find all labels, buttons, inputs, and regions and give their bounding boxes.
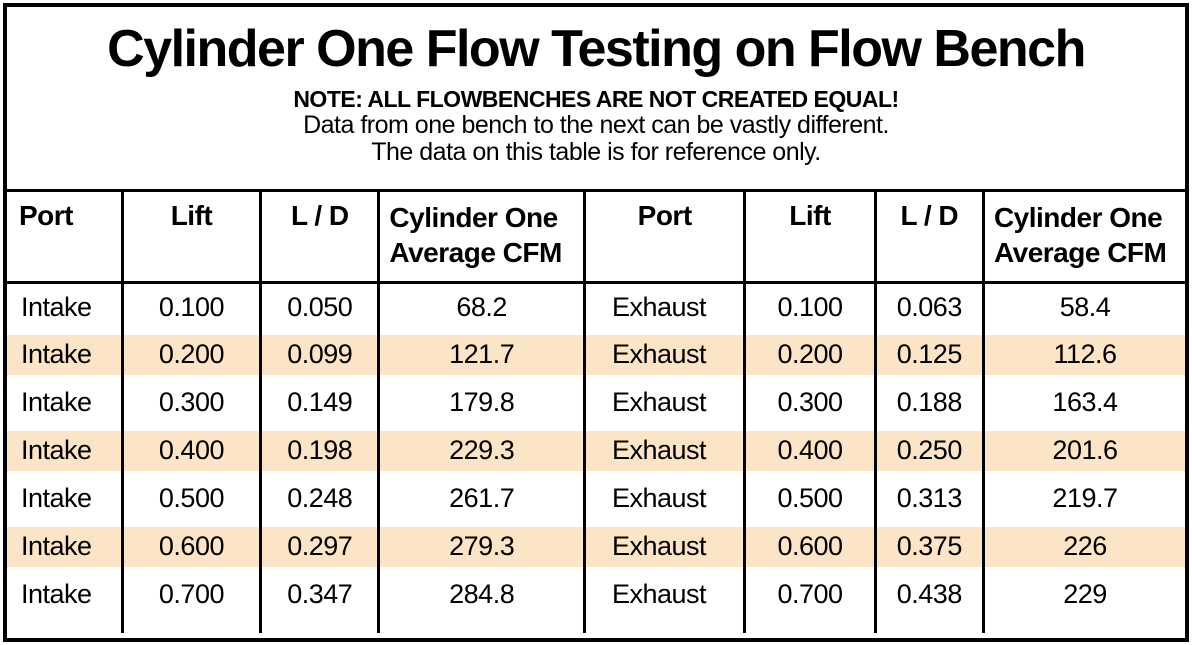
- intake-port-cell: Intake: [21, 483, 92, 513]
- intake-cfm-cell: 284.8: [377, 570, 585, 633]
- intake-ld-cell: 0.248: [259, 474, 379, 523]
- page-title: Cylinder One Flow Testing on Flow Bench: [107, 20, 1086, 78]
- header-row: Port Lift L / D Cylinder One Average CFM…: [7, 190, 1185, 284]
- exhaust-port-cell: Exhaust: [582, 474, 745, 523]
- table-row: Intake 0.300 0.149 179.8 Exhaust 0.300 0.188 16…: [7, 378, 1185, 427]
- exhaust-port-cell: Exhaust: [582, 378, 745, 427]
- exhaust-cfm-cell: 229: [981, 570, 1185, 633]
- exhaust-lift-cell: 0.500: [743, 474, 876, 523]
- flow-data-table: Port Lift L / D Cylinder One Average CFM…: [7, 189, 1185, 633]
- intake-port-cell: Intake: [7, 522, 123, 571]
- exhaust-ld-cell: 0.188: [873, 378, 984, 427]
- table-row: Intake 0.500 0.248 261.7 Exhaust 0.500 0.313 21…: [7, 474, 1185, 523]
- exhaust-ld-cell: 0.375: [873, 522, 984, 571]
- intake-port-cell: Intake: [7, 330, 123, 379]
- column-header-exhaust-cfm: Cylinder One Average CFM: [981, 190, 1185, 284]
- column-header-intake-port: Port: [7, 190, 123, 284]
- exhaust-cfm-cell: 201.6: [981, 426, 1185, 475]
- table-body: Intake 0.100 0.050 68.2 Exhaust 0.100 0.063 58.…: [7, 282, 1185, 633]
- intake-port-cell: Intake: [21, 578, 92, 609]
- exhaust-cfm-cell: 226: [981, 522, 1185, 571]
- table-row: Intake 0.600 0.297 279.3 Exhaust 0.600 0.375 22…: [7, 522, 1185, 571]
- exhaust-cfm-cell: 163.4: [981, 378, 1185, 427]
- column-header-intake-lift: Lift: [120, 190, 261, 284]
- note-line: NOTE: ALL FLOWBENCHES ARE NOT CREATED EQ…: [293, 86, 899, 112]
- subnote-line-2: The data on this table is for reference …: [371, 138, 821, 167]
- intake-cfm-cell: 179.8: [377, 378, 585, 427]
- intake-lift-cell: 0.600: [120, 522, 261, 571]
- intake-cfm-cell: 279.3: [377, 522, 585, 571]
- exhaust-lift-cell: 0.300: [743, 378, 876, 427]
- exhaust-lift-cell: 0.400: [743, 426, 876, 475]
- exhaust-port-cell: Exhaust: [582, 330, 745, 379]
- intake-lift-cell: 0.400: [120, 426, 261, 475]
- intake-ld-cell: 0.198: [259, 426, 379, 475]
- exhaust-port-cell: Exhaust: [582, 570, 745, 633]
- intake-port-cell: Intake: [21, 291, 92, 322]
- intake-cfm-cell: 68.2: [377, 282, 585, 331]
- exhaust-port-cell: Exhaust: [582, 426, 745, 475]
- intake-ld-cell: 0.297: [259, 522, 379, 571]
- table-row: Intake 0.400 0.198 229.3 Exhaust 0.400 0.250 20…: [7, 426, 1185, 475]
- intake-lift-cell: 0.700: [120, 570, 261, 633]
- exhaust-ld-cell: 0.125: [873, 330, 984, 379]
- exhaust-cfm-cell: 112.6: [981, 330, 1185, 379]
- exhaust-port-cell: Exhaust: [582, 522, 745, 571]
- intake-cfm-cell: 121.7: [377, 330, 585, 379]
- table-row: Intake 0.700 0.347 284.8 Exhaust 0.700 0.438 22…: [7, 570, 1185, 633]
- intake-cfm-cell: 261.7: [377, 474, 585, 523]
- intake-ld-cell: 0.347: [259, 570, 379, 633]
- column-header-intake-cfm: Cylinder One Average CFM: [377, 190, 585, 284]
- exhaust-lift-cell: 0.100: [743, 282, 876, 331]
- column-header-exhaust-ld: L / D: [873, 190, 984, 284]
- subnote-line-1: Data from one bench to the next can be v…: [303, 111, 889, 140]
- card-header: Cylinder One Flow Testing on Flow Bench …: [7, 7, 1185, 189]
- column-header-intake-ld: L / D: [259, 190, 379, 284]
- intake-lift-cell: 0.500: [120, 474, 261, 523]
- flow-test-reference-card: Cylinder One Flow Testing on Flow Bench …: [3, 3, 1189, 642]
- intake-lift-cell: 0.300: [120, 378, 261, 427]
- exhaust-ld-cell: 0.438: [873, 570, 984, 633]
- intake-lift-cell: 0.100: [120, 282, 261, 331]
- intake-ld-cell: 0.099: [259, 330, 379, 379]
- intake-ld-cell: 0.050: [259, 282, 379, 331]
- table-row: Intake 0.200 0.099 121.7 Exhaust 0.200 0.125 11…: [7, 330, 1185, 379]
- exhaust-lift-cell: 0.200: [743, 330, 876, 379]
- exhaust-ld-cell: 0.250: [873, 426, 984, 475]
- column-header-exhaust-port: Port: [582, 190, 745, 284]
- intake-port-cell: Intake: [7, 426, 123, 475]
- exhaust-lift-cell: 0.700: [743, 570, 876, 633]
- intake-lift-cell: 0.200: [120, 330, 261, 379]
- exhaust-port-cell: Exhaust: [582, 282, 745, 331]
- exhaust-ld-cell: 0.063: [873, 282, 984, 331]
- exhaust-ld-cell: 0.313: [873, 474, 984, 523]
- intake-cfm-cell: 229.3: [377, 426, 585, 475]
- exhaust-lift-cell: 0.600: [743, 522, 876, 571]
- table-row: Intake 0.100 0.050 68.2 Exhaust 0.100 0.063 58.…: [7, 282, 1185, 331]
- exhaust-cfm-cell: 219.7: [981, 474, 1185, 523]
- intake-port-cell: Intake: [21, 387, 92, 417]
- intake-ld-cell: 0.149: [259, 378, 379, 427]
- column-header-exhaust-lift: Lift: [743, 190, 876, 284]
- exhaust-cfm-cell: 58.4: [981, 282, 1185, 331]
